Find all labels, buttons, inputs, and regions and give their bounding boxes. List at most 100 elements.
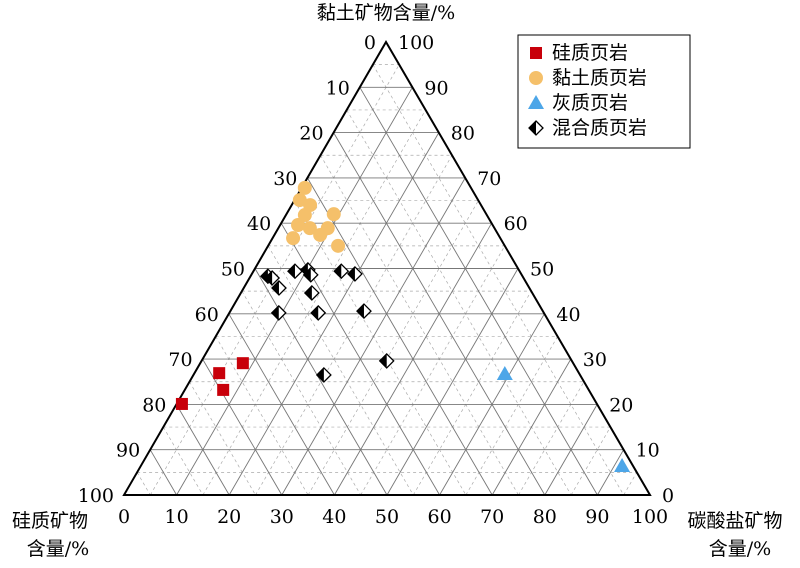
marker-shape <box>217 383 230 396</box>
grid-line <box>281 177 466 496</box>
grid-line <box>359 87 598 496</box>
carbonate-tick-label: 100 <box>632 506 668 528</box>
data-point <box>286 231 301 246</box>
data-point <box>297 208 312 223</box>
data-point <box>302 221 317 236</box>
left-axis-title: 硅质矿物 <box>12 510 88 532</box>
silica-tick-label: 50 <box>221 259 245 281</box>
silica-tick-label: 80 <box>142 394 166 416</box>
minor-grid-line <box>162 426 204 496</box>
minor-grid-line <box>255 155 453 496</box>
clay-tick-label: 90 <box>424 77 448 99</box>
clay-tick-label: 10 <box>636 440 660 462</box>
marker-shape <box>304 285 312 300</box>
minor-grid-line <box>623 472 638 496</box>
data-point <box>496 366 513 381</box>
marker-shape <box>311 305 319 320</box>
silica-tick-label: 0 <box>364 32 376 54</box>
marker-shape <box>175 397 188 410</box>
data-point <box>315 367 332 383</box>
marker-shape <box>271 280 279 295</box>
marker-shape <box>379 353 387 368</box>
minor-grid-line <box>307 200 479 496</box>
clay-tick-label: 70 <box>477 168 501 190</box>
silica-tick-label: 10 <box>326 77 350 99</box>
carbonate-tick-label: 70 <box>480 506 504 528</box>
data-point <box>347 266 363 282</box>
silica-tick-label: 90 <box>116 440 140 462</box>
grid-line <box>202 358 283 496</box>
data-point <box>217 383 230 396</box>
legend-marker <box>528 95 544 109</box>
minor-grid-line <box>570 426 611 496</box>
minor-grid-line <box>372 64 625 496</box>
right-axis-title: 碳酸盐矿物 <box>687 510 782 532</box>
grid-line <box>307 177 493 496</box>
marker-shape <box>530 47 542 59</box>
carbonate-tick-label: 20 <box>217 506 241 528</box>
left-axis-title: 含量/% <box>27 538 89 560</box>
silica-tick-label: 20 <box>299 123 323 145</box>
minor-grid-line <box>241 290 362 496</box>
minor-grid-line <box>293 200 467 496</box>
clay-tick-label: 30 <box>583 349 607 371</box>
marker-shape <box>213 367 226 380</box>
right-axis-title: 含量/% <box>709 538 771 560</box>
data-point <box>356 303 372 320</box>
marker-shape <box>287 264 295 279</box>
data-point <box>291 218 306 233</box>
data-point <box>236 357 249 370</box>
minor-grid-line <box>320 155 519 496</box>
legend-marker <box>528 120 544 136</box>
marker-shape <box>347 266 355 281</box>
carbonate-tick-label: 40 <box>322 506 346 528</box>
marker-shape <box>291 218 306 233</box>
marker-shape <box>528 95 544 109</box>
legend-marker <box>529 71 543 85</box>
chart-title: 黏土矿物含量/% <box>317 2 455 24</box>
data-point <box>614 458 631 473</box>
marker-shape <box>326 207 341 222</box>
data-point <box>303 285 320 301</box>
data-point <box>310 304 327 321</box>
grid-line <box>333 132 546 496</box>
legend-label: 灰质页岩 <box>552 92 628 114</box>
clay-tick-label: 0 <box>662 485 674 507</box>
marker-shape <box>334 264 342 279</box>
marker-shape <box>302 221 317 236</box>
silica-tick-label: 70 <box>168 349 192 371</box>
minor-grid-line <box>465 336 558 496</box>
data-point <box>320 221 335 236</box>
data-point <box>175 397 188 410</box>
marker-shape <box>286 231 301 246</box>
data-point <box>326 207 341 222</box>
minor-grid-line <box>189 381 256 496</box>
grid-line <box>228 313 335 496</box>
legend-box <box>517 34 691 149</box>
clay-tick-label: 50 <box>530 259 554 281</box>
data-point <box>287 263 303 280</box>
clay-tick-label: 60 <box>504 213 528 235</box>
grid-line <box>597 449 624 496</box>
grid-line <box>386 268 519 496</box>
grid-line <box>149 449 177 496</box>
minor-grid-line <box>518 381 585 496</box>
grid-line <box>491 358 572 496</box>
carbonate-tick-label: 50 <box>375 506 399 528</box>
data-point <box>297 180 312 195</box>
marker-shape <box>529 121 536 135</box>
silica-tick-label: 60 <box>195 304 219 326</box>
grid-line <box>176 404 230 496</box>
marker-shape <box>265 271 273 286</box>
data-point <box>333 263 350 280</box>
carbonate-tick-label: 0 <box>118 506 130 528</box>
marker-shape <box>496 366 513 381</box>
legend-marker <box>530 47 542 59</box>
minor-grid-line <box>267 245 414 496</box>
minor-grid-line <box>215 336 309 496</box>
clay-tick-label: 80 <box>451 123 475 145</box>
data-point <box>264 270 281 286</box>
marker-shape <box>356 304 364 319</box>
